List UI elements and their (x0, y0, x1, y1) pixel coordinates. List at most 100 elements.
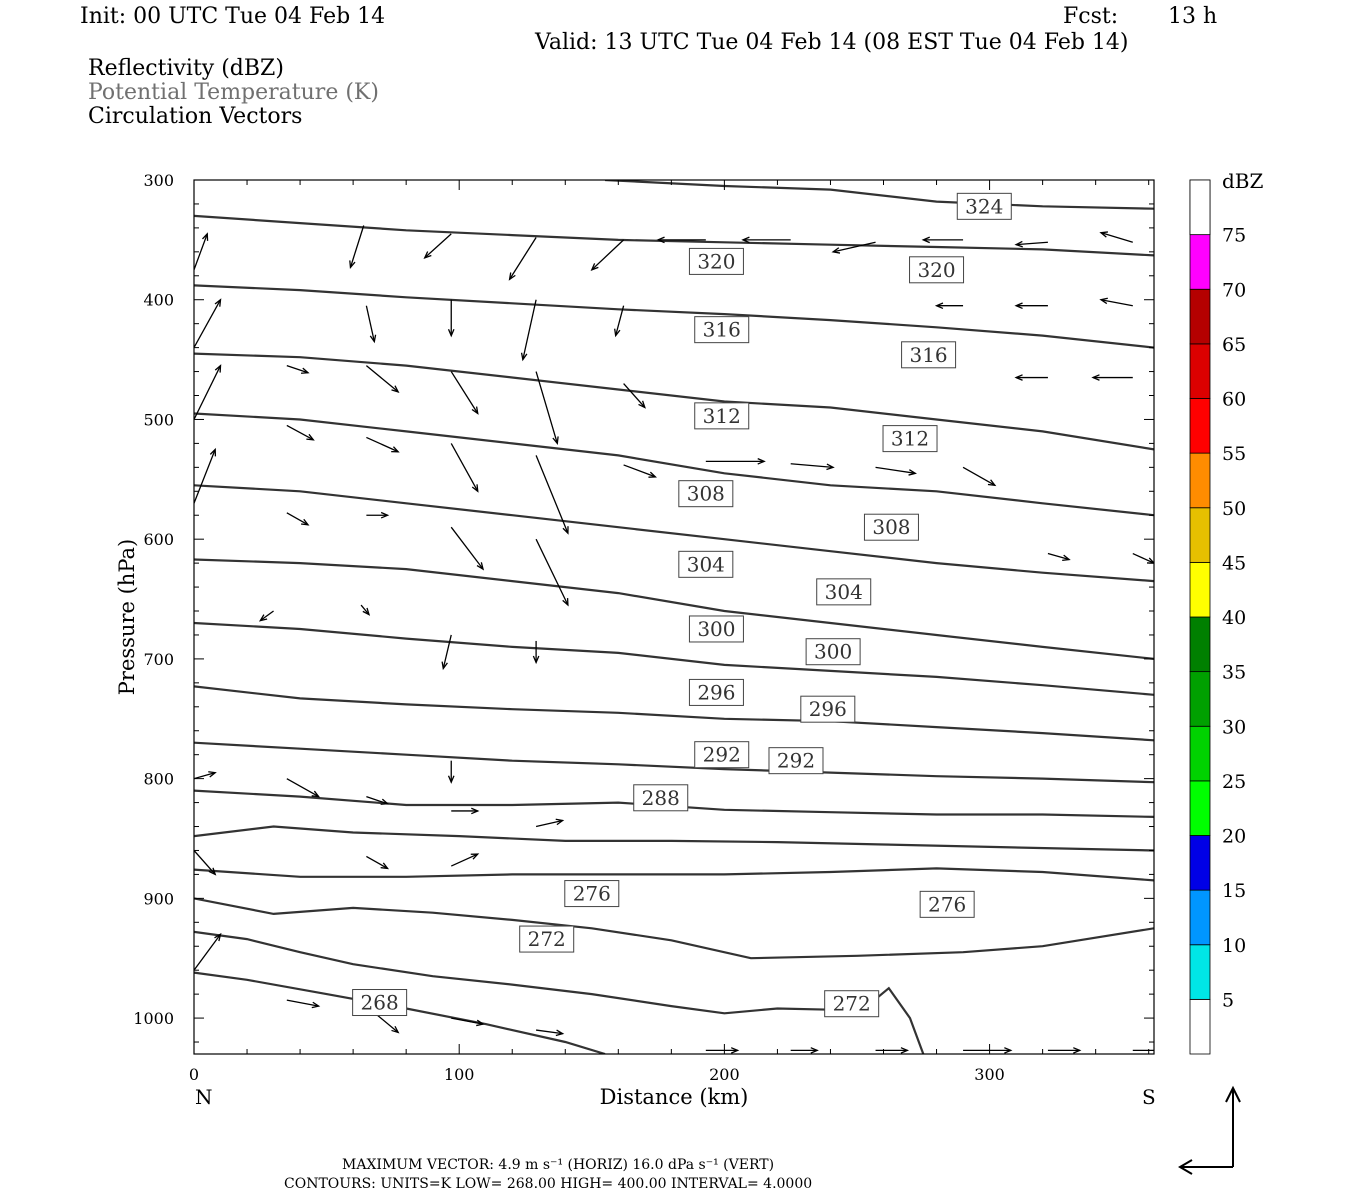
circulation-vector (366, 795, 388, 805)
circulation-vector (962, 466, 996, 486)
vector-arrowhead (1014, 302, 1023, 310)
contour-label-box (688, 247, 744, 275)
vector-arrowhead (648, 471, 657, 478)
vector-arrowhead (447, 328, 455, 338)
colorbar-segment (1189, 452, 1211, 509)
contour-label: 320 (917, 258, 955, 282)
contour-label: 300 (814, 640, 852, 664)
vector-arrowhead (471, 807, 480, 815)
contour-label-box (863, 513, 919, 541)
circulation-vector (535, 538, 569, 606)
circulation-vector (1047, 552, 1070, 561)
vector-arrowhead (201, 232, 209, 241)
colorbar-level-label: 45 (1222, 552, 1246, 574)
colorbar-segment (1189, 616, 1211, 673)
y-tick-label: 800 (143, 770, 174, 789)
contour-label: 276 (573, 882, 611, 906)
colorbar-segment (1189, 561, 1211, 618)
x-tick-label: 300 (974, 1065, 1005, 1084)
vector-arrowhead (441, 661, 448, 671)
vector-arrowhead (562, 526, 569, 535)
vector-arrowhead (476, 562, 485, 571)
vector-arrowhead (349, 260, 356, 269)
colorbar-level-label: 35 (1222, 662, 1246, 684)
circulation-vector (450, 853, 479, 867)
colorbar-segment (1189, 889, 1211, 946)
circulation-vector (286, 364, 309, 374)
contour-label-box (805, 638, 861, 666)
circulation-vector (615, 305, 625, 336)
circulation-vector (194, 850, 216, 875)
theta-contour-280 (194, 867, 1154, 882)
circulation-vector (451, 1017, 484, 1025)
vector-arrowhead (810, 1047, 819, 1054)
colorbar-level-label: 50 (1222, 498, 1246, 520)
contour-label: 316 (909, 343, 947, 367)
circulation-vector (366, 436, 399, 453)
y-tick-label: 600 (143, 530, 174, 549)
vector-arrowhead (757, 458, 766, 465)
vector-arrowhead (508, 272, 516, 281)
contour-label-box (882, 425, 938, 453)
y-tick-label: 400 (143, 291, 174, 310)
colorbar-segment (1189, 179, 1211, 236)
circulation-vector (875, 466, 916, 474)
contour-label-box (694, 402, 750, 430)
theta-contour-292 (194, 741, 1154, 784)
vector-arrowhead (987, 479, 997, 487)
vector-arrowhead (306, 433, 315, 441)
x-tick-label: 100 (444, 1065, 475, 1084)
contour-label: 308 (872, 515, 910, 539)
colorbar-level-label: 15 (1222, 880, 1246, 902)
colorbar-level-label: 40 (1222, 607, 1246, 629)
vector-arrowhead (934, 302, 944, 310)
contour-label: 300 (697, 617, 735, 641)
init-time: Init: 00 UTC Tue 04 Feb 14 (80, 4, 386, 29)
south-end-label: S (1142, 1085, 1156, 1109)
vector-arrowhead (656, 236, 665, 244)
theta-contour-320 (194, 284, 1154, 349)
colorbar-level-label: 20 (1222, 826, 1246, 848)
circulation-vector (424, 233, 452, 259)
circulation-vector (366, 855, 388, 869)
circulation-vector (286, 512, 309, 526)
circulation-vector (450, 526, 484, 570)
contour-label-box (688, 615, 744, 643)
contour-label: 292 (703, 743, 741, 767)
circulation-vector (535, 819, 563, 828)
vector-arrowhead (208, 771, 217, 778)
vector-arrowhead (831, 247, 841, 254)
vector-arrowhead (1091, 374, 1100, 381)
contour-label: 288 (642, 786, 680, 810)
vector-arrowhead (214, 932, 222, 942)
contour-label: 296 (697, 680, 735, 704)
circulation-vector (535, 371, 558, 444)
circulation-vector (442, 634, 452, 669)
circulation-vector (194, 933, 222, 971)
max-vector-note: MAXIMUM VECTOR: 4.9 m s⁻¹ (HORIZ) 16.0 d… (342, 1157, 775, 1173)
vector-arrowhead (311, 790, 321, 798)
colorbar-segment (1189, 944, 1211, 1000)
theta-contour-304 (194, 558, 1154, 660)
colorbar-segment (1189, 343, 1211, 399)
vector-arrowhead (1099, 297, 1108, 305)
circulation-vector (360, 604, 370, 616)
vector-arrowhead (208, 867, 217, 876)
colorbar-level-label: 60 (1222, 389, 1246, 411)
contour-label-box (901, 341, 957, 369)
vector-arrowhead (470, 853, 480, 860)
vector-arrowhead (1014, 240, 1023, 248)
circulation-vector (535, 455, 569, 534)
theta-contour-312 (194, 412, 1154, 517)
vector-arrowhead (301, 367, 310, 374)
colorbar-segment (1189, 398, 1211, 454)
y-tick-label: 300 (143, 171, 174, 190)
circulation-vector (286, 999, 319, 1007)
contour-label-box (824, 990, 880, 1018)
vector-arrowhead (369, 334, 377, 344)
vector-arrowhead (638, 400, 646, 409)
contour-label: 272 (833, 992, 871, 1016)
axes: 300 400 500 600 700 800 900 1000 0 100 200 300 (133, 171, 1154, 1084)
vector-arrowhead (423, 251, 432, 259)
vector-arrowhead (1014, 374, 1023, 381)
